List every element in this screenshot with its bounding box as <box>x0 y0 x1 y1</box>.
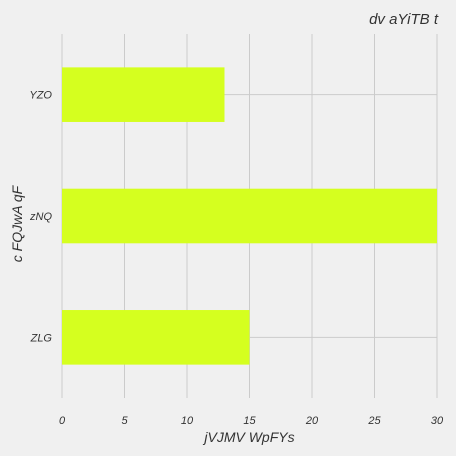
chart-title: dv aYiTB t <box>369 11 439 28</box>
y-tick-labels: YZO zNQ ZLG <box>29 90 52 345</box>
y-tick-label: zNQ <box>29 211 52 223</box>
x-tick-label: 25 <box>367 415 381 427</box>
bar-YZO <box>62 67 225 122</box>
x-tick-label: 0 <box>59 415 66 427</box>
bar-zNQ <box>62 188 437 244</box>
y-tick-label: ZLG <box>30 332 53 344</box>
x-tick-label: 30 <box>431 415 444 427</box>
x-tick-label: 10 <box>181 415 194 427</box>
bars <box>62 67 437 365</box>
y-axis-label: c FQJwA qF <box>9 184 25 262</box>
x-tick-label: 20 <box>305 415 319 427</box>
x-tick-label: 15 <box>243 415 256 427</box>
bar-ZLG <box>62 310 250 365</box>
x-tick-label: 5 <box>121 415 128 427</box>
x-tick-labels: 0 5 10 15 20 25 30 <box>59 415 444 427</box>
x-axis-label: jVJMV WpFYs <box>202 429 294 445</box>
y-tick-label: YZO <box>29 90 52 102</box>
